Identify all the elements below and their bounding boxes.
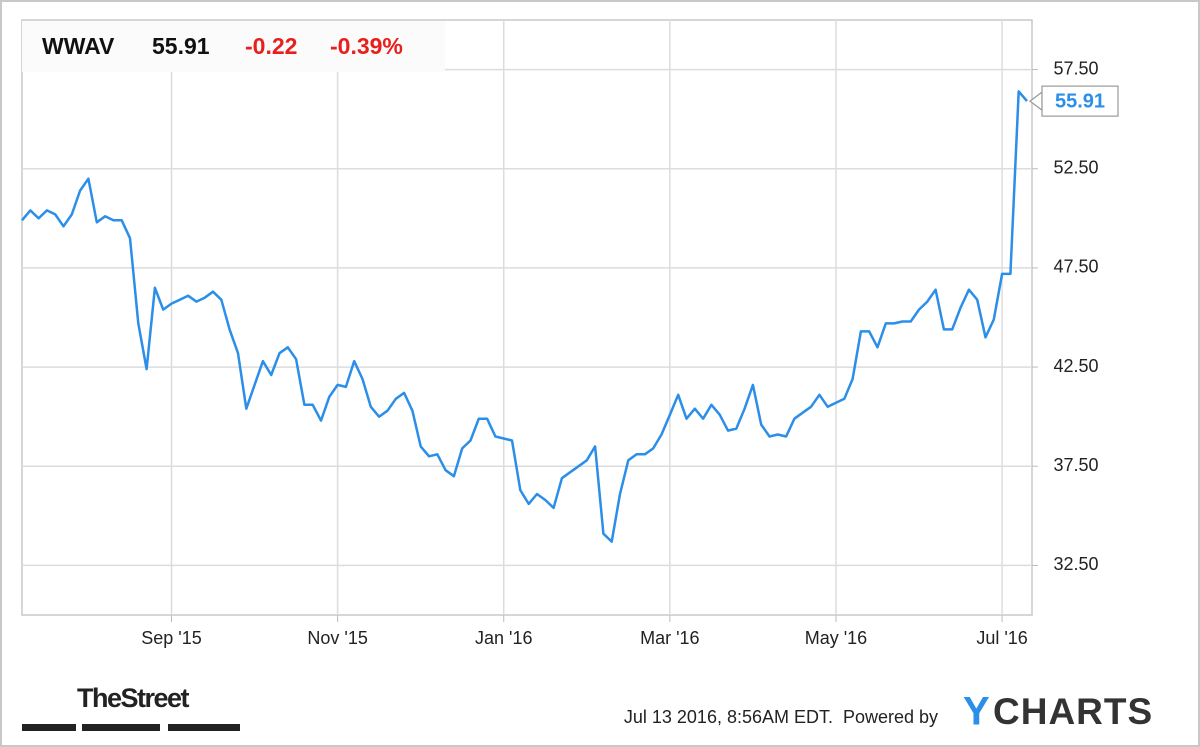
y-tick-label: 52.50 <box>1053 158 1098 178</box>
change: -0.22 <box>245 33 297 59</box>
logo-bar <box>168 724 240 731</box>
last-value-box <box>1041 85 1119 117</box>
y-tick-label: 42.50 <box>1053 356 1098 376</box>
header-box <box>22 21 445 72</box>
price: 55.91 <box>152 33 210 59</box>
source-logo: TheStreet <box>77 683 190 713</box>
ticker: WWAV <box>42 33 115 59</box>
price-line <box>21 90 1028 543</box>
x-tick-label: May '16 <box>805 628 867 648</box>
change-percent: -0.39% <box>330 33 403 59</box>
x-tick-label: Mar '16 <box>640 628 699 648</box>
brand-initial: Y <box>963 690 990 734</box>
series <box>21 90 1028 543</box>
plot-area <box>21 19 1033 616</box>
last-value-label: 55.91 <box>1055 90 1105 112</box>
brand-name: CHARTS <box>993 691 1153 732</box>
y-tick-label: 37.50 <box>1053 455 1098 475</box>
powered-by: Powered by <box>843 707 938 727</box>
grid <box>22 20 1038 622</box>
logo-bar <box>82 724 160 731</box>
timestamp: Jul 13 2016, 8:56AM EDT. <box>624 707 833 727</box>
y-tick-label: 57.50 <box>1053 58 1098 78</box>
logo-bar <box>22 724 76 731</box>
x-tick-label: Jan '16 <box>475 628 532 648</box>
x-tick-label: Nov '15 <box>307 628 367 648</box>
x-tick-label: Sep '15 <box>141 628 202 648</box>
y-tick-label: 32.50 <box>1053 554 1098 574</box>
x-tick-label: Jul '16 <box>976 628 1027 648</box>
y-tick-label: 47.50 <box>1053 257 1098 277</box>
